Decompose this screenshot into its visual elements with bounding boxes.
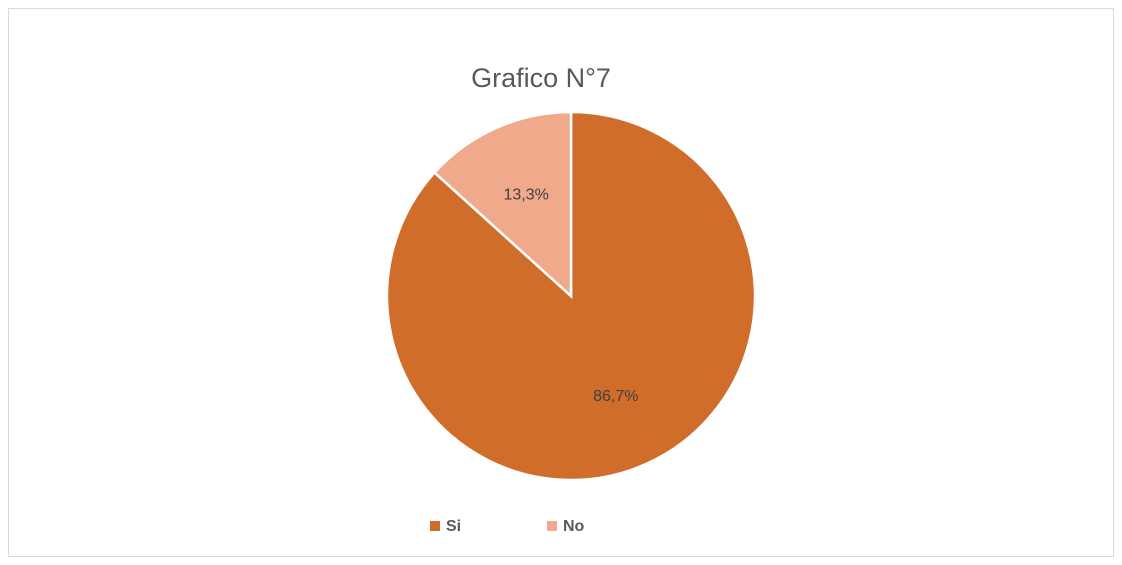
pie-slice <box>385 110 757 482</box>
legend-swatch <box>430 521 440 531</box>
pie-slice <box>432 110 573 299</box>
data-label: 13,3% <box>504 186 549 203</box>
data-label: 86,7% <box>593 388 638 405</box>
chart-title: Grafico N°7 <box>471 63 611 93</box>
legend-swatch <box>547 521 557 531</box>
legend-label: No <box>563 518 585 535</box>
legend-label: Si <box>446 518 461 535</box>
